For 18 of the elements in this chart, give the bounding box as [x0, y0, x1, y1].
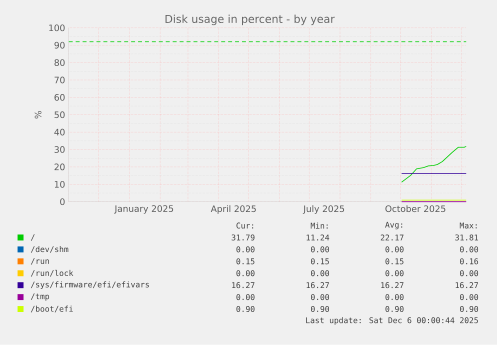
- line-series: [401, 146, 467, 183]
- x-tick-label: April 2025: [210, 205, 256, 214]
- y-tick-label: 60: [54, 94, 65, 101]
- y-tick-label: 10: [54, 181, 65, 188]
- chart-title: Disk usage in percent - by year: [166, 14, 335, 26]
- y-tick-label: 80: [54, 59, 65, 66]
- y-axis-title: %: [34, 111, 42, 119]
- y-tick-label: 70: [54, 76, 65, 84]
- y-tick-label: 90: [54, 42, 65, 49]
- x-tick-label: October 2025: [385, 205, 446, 212]
- y-tick-label: 50: [54, 111, 65, 118]
- y-tick-label: 30: [54, 146, 65, 154]
- x-tick-label: July 2025: [302, 205, 344, 214]
- y-tick-label: 100: [49, 24, 65, 32]
- y-tick-label: 0: [60, 198, 65, 206]
- y-tick-label: 40: [54, 128, 65, 136]
- x-tick-label: January 2025: [114, 205, 174, 214]
- y-tick-label: 20: [54, 164, 65, 170]
